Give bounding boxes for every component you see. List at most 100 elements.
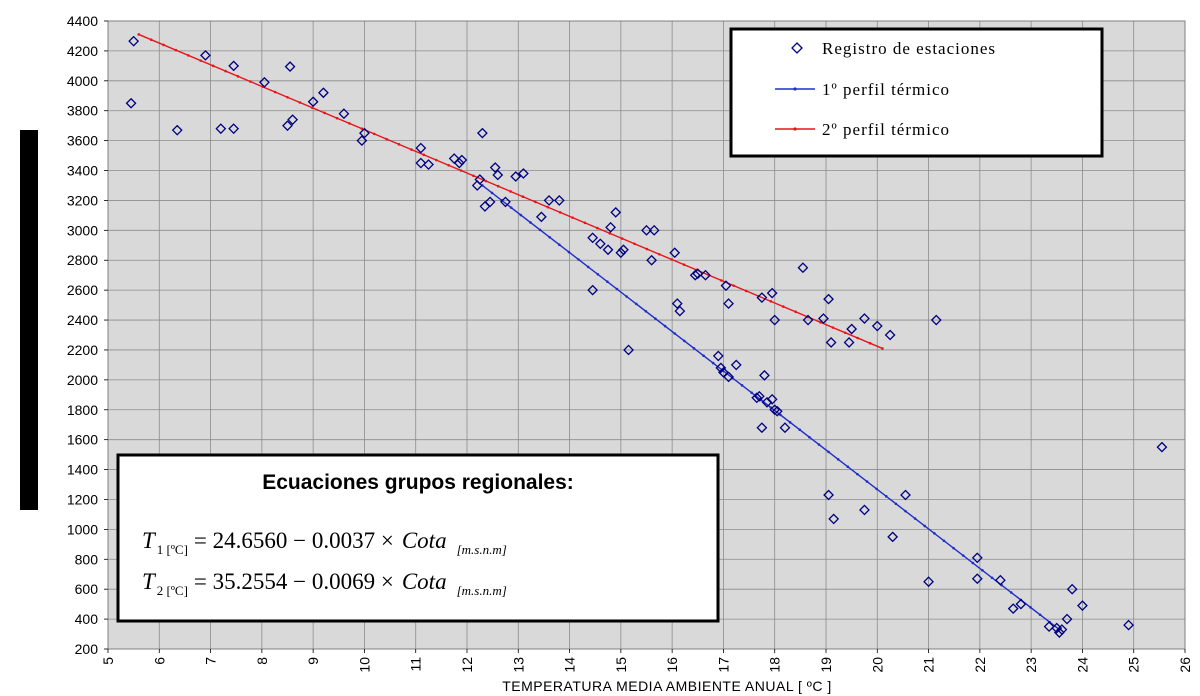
eq1-rhs: = 24.6560 − 0.0037 × — [194, 528, 394, 553]
station-marker — [689, 269, 701, 281]
eq2-T: T — [142, 569, 157, 594]
fit-line-2-point — [335, 116, 339, 120]
station-marker — [415, 142, 427, 154]
fit-line-1-point — [663, 324, 667, 328]
station-marker — [692, 268, 704, 280]
station-marker — [171, 124, 183, 136]
station-marker — [669, 247, 681, 259]
fit-line-2-point — [323, 111, 326, 115]
station-marker — [423, 159, 434, 170]
station-marker — [756, 422, 768, 434]
fit-line-1-point — [904, 509, 907, 513]
station-marker — [818, 313, 829, 324]
axis-ticks: 200 400 600 800 1000 1200 1400 1600 1800 2000 2200… — [67, 13, 1193, 673]
station-marker — [1061, 613, 1073, 625]
equations-title: Ecuaciones grupos regionales: — [262, 471, 574, 494]
station-marker — [720, 280, 732, 292]
station-marker — [641, 224, 652, 236]
x-tick-label: 5 — [100, 657, 116, 665]
fit-line-1-point — [702, 354, 705, 358]
station-marker — [923, 576, 934, 588]
plot-border — [107, 20, 1186, 650]
fit-line-2-point — [843, 331, 847, 335]
fit-line-2-point — [434, 158, 438, 162]
station-marker — [769, 404, 781, 416]
fit-line-2-point — [459, 169, 463, 172]
x-tick-label: 8 — [254, 657, 270, 665]
station-marker — [971, 573, 983, 585]
eq1-T: T — [142, 528, 157, 553]
fit-line-2-point — [558, 211, 562, 214]
fit-line-1-point — [750, 391, 753, 395]
fit-line-1-point — [884, 495, 888, 498]
fit-line-2-point — [670, 258, 674, 261]
station-marker — [453, 157, 465, 169]
fit-line-1-point — [846, 465, 850, 469]
fit-line-1-point — [971, 561, 975, 565]
y-tick-label: 4400 — [67, 13, 98, 29]
station-marker — [476, 127, 488, 139]
legend-label-profile-2: 2º perfil térmico — [822, 120, 950, 139]
x-tick-label: 14 — [562, 657, 578, 673]
fit-line-1-point — [654, 317, 657, 321]
station-marker — [307, 96, 319, 108]
fit-line-1-point — [827, 450, 830, 454]
y-tick-label: 4200 — [67, 43, 98, 59]
x-tick-label: 26 — [1177, 657, 1193, 673]
legend-line-2-icon — [775, 127, 815, 131]
fit-line-1-point — [577, 258, 580, 261]
fit-line-2-point — [831, 326, 835, 329]
station-marker — [723, 298, 734, 310]
eq1-unit: [m.s.n.m] — [457, 542, 507, 557]
fit-line-2-point — [249, 80, 252, 83]
fit-line-2-point — [236, 75, 240, 78]
station-marker — [587, 284, 599, 296]
y-tick-label: 1800 — [67, 402, 98, 418]
station-marker — [700, 269, 711, 281]
x-tick-label: 11 — [408, 657, 424, 672]
station-marker — [887, 531, 899, 543]
eq2-subscript: 2 [ºC] — [157, 583, 188, 598]
station-marker — [648, 224, 660, 236]
fit-line-2-point — [658, 252, 661, 256]
fit-line-2-point — [472, 174, 475, 178]
fit-line-2-point — [286, 95, 289, 99]
y-tick-label: 1600 — [67, 432, 98, 448]
fit-line-1-point — [606, 280, 609, 283]
fit-line-2-point — [174, 48, 178, 52]
station-marker — [510, 171, 522, 182]
y-tick-label: 2400 — [67, 312, 98, 328]
eq1-subscript: 1 [ºC] — [157, 542, 188, 557]
station-marker — [859, 504, 870, 516]
fit-line-2-point — [199, 59, 203, 62]
station-marker — [753, 390, 765, 402]
station-marker — [1007, 603, 1019, 615]
fit-line-1-point — [634, 302, 638, 306]
station-marker — [730, 359, 742, 371]
station-marker — [415, 157, 427, 169]
station-marker — [228, 60, 240, 72]
fit-line-2-point — [868, 341, 872, 345]
legend-label-profile-1: 1º perfil térmico — [822, 80, 950, 99]
station-marker — [712, 350, 724, 362]
fit-line-1-point — [933, 532, 936, 535]
station-marker — [492, 169, 504, 181]
station-marker — [228, 123, 240, 135]
fit-line-1-point — [740, 384, 744, 387]
fit-line-1-point — [548, 235, 551, 239]
station-marker — [1015, 598, 1027, 610]
fit-line-2-point — [719, 279, 723, 282]
fit-line-2-point — [732, 284, 735, 287]
fit-line-1-point — [1029, 606, 1032, 609]
data-markers — [125, 35, 1168, 638]
fit-line-1-point — [856, 472, 859, 476]
fit-line-1-point — [586, 265, 590, 269]
x-tick-label: 21 — [921, 657, 937, 673]
fit-line-2-point — [608, 232, 612, 235]
fit-line-1-point — [952, 546, 955, 550]
station-marker — [994, 574, 1006, 586]
y-tick-label: 3400 — [67, 163, 98, 179]
fit-line-2-point — [781, 305, 785, 308]
fit-line-2-point — [162, 43, 165, 47]
